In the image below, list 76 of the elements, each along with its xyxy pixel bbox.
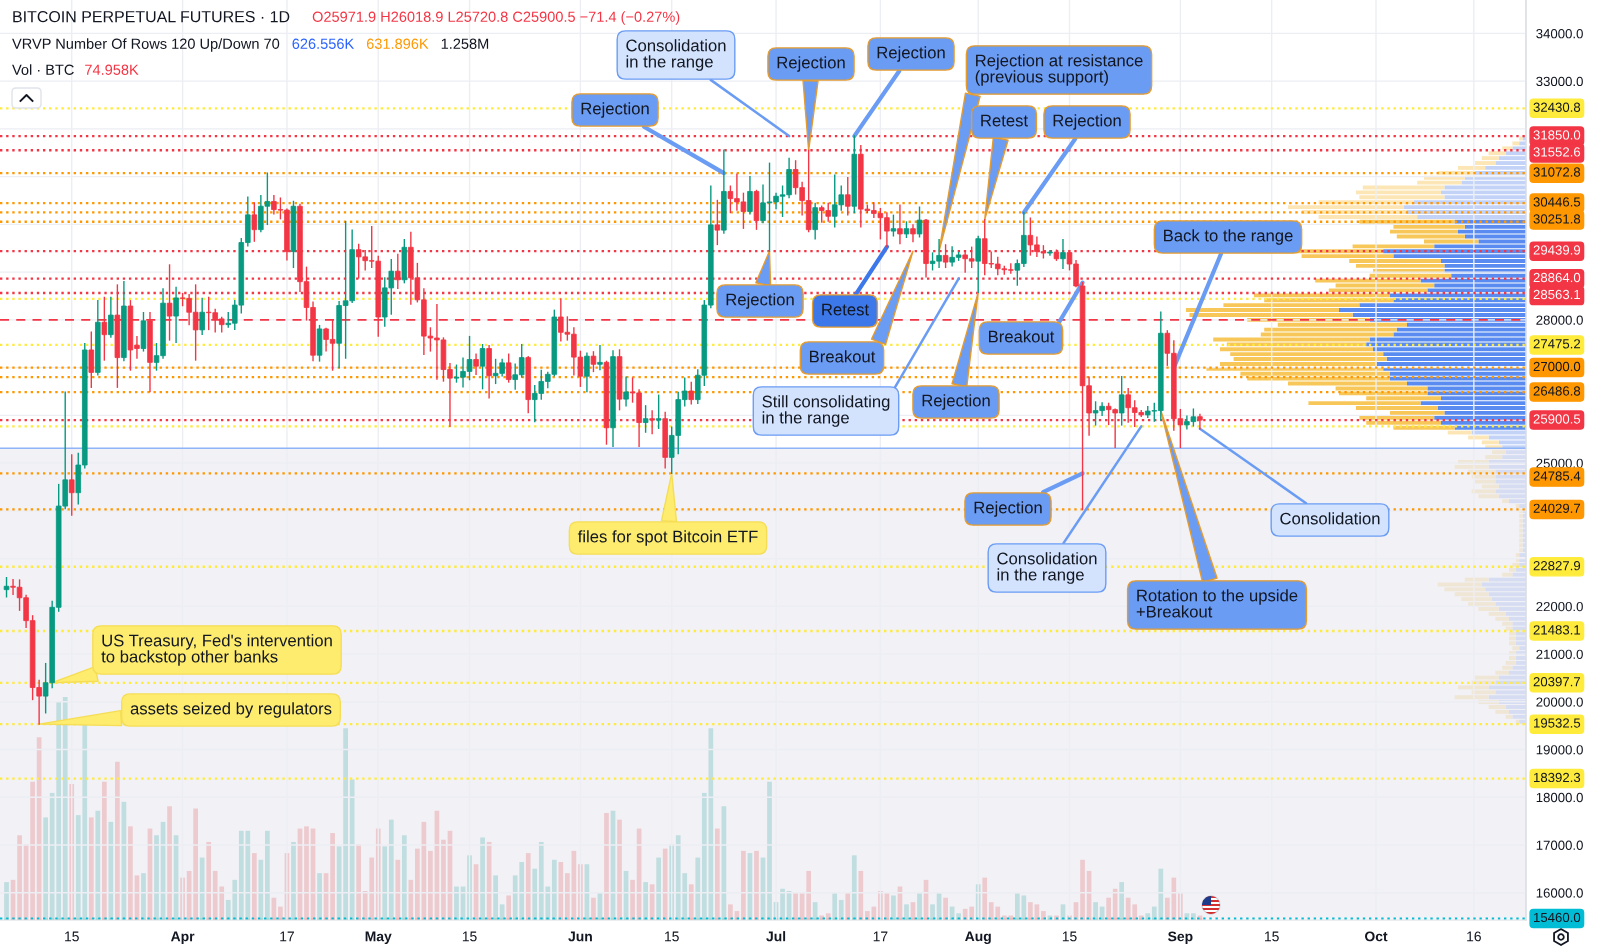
- ref-line-label: 28864.0: [1533, 272, 1581, 283]
- ref-line-label: 25900.5: [1533, 414, 1581, 424]
- ref-line-label: 18392.3: [1534, 772, 1581, 783]
- annotation: assets seized by regulators: [130, 702, 332, 718]
- annotation: Rejection: [974, 501, 1042, 517]
- x-tick-label: 16: [1467, 931, 1481, 942]
- y-tick-label: 16000.0: [1536, 888, 1583, 898]
- chart-title: Vol · BTC: [12, 64, 74, 75]
- x-tick-label: 15: [665, 931, 679, 942]
- annotation: Rejection: [726, 293, 794, 309]
- ref-line-label: 21483.1: [1533, 625, 1581, 635]
- y-tick-label: 33000.0: [1536, 76, 1583, 87]
- y-tick-label: 22000.0: [1536, 601, 1583, 612]
- y-tick-label: 20000.0: [1536, 697, 1583, 707]
- ref-line-label: 24785.4: [1533, 471, 1581, 481]
- x-tick-label: Aug: [965, 931, 991, 945]
- annotation: Rotation to the upside +Breakout: [1136, 589, 1298, 618]
- x-tick-label: Jun: [568, 931, 592, 942]
- annotation: Rejection: [1053, 114, 1121, 130]
- ref-line-label: 31850.0: [1533, 130, 1581, 140]
- y-tick-label: 19000.0: [1536, 745, 1583, 755]
- annotation: files for spot Bitcoin ETF: [577, 530, 758, 546]
- x-tick-label: 15: [462, 931, 477, 942]
- ref-line-label: 28563.1: [1533, 289, 1581, 300]
- ref-line-label: 20397.7: [1533, 677, 1581, 687]
- x-tick-label: 15: [1062, 931, 1077, 942]
- x-tick-label: 17: [280, 931, 294, 942]
- annotation: Rejection at resistance (previous support): [975, 54, 1143, 86]
- ref-line-label: 24029.7: [1533, 503, 1581, 513]
- annotation: 74.958K: [85, 64, 139, 75]
- ref-line-label: 22827.9: [1533, 561, 1581, 571]
- y-tick-label: 21000.0: [1536, 649, 1583, 659]
- ref-line-label: 15460.0: [1534, 912, 1581, 923]
- annotation: Breakout: [810, 350, 876, 363]
- y-tick-label: 17000.0: [1536, 840, 1583, 850]
- annotation: US Treasury, Fed's intervention to backstop other banks: [101, 634, 332, 666]
- ref-line-label: 30446.5: [1533, 197, 1581, 207]
- annotation: 626.556K: [292, 38, 355, 49]
- text: O25971.9 H26018.9 L25720.8 C25900.5 −71.4 (−0.27%): [312, 11, 680, 25]
- ref-line-label: 29439.9: [1533, 245, 1581, 255]
- annotation: Rejection: [581, 102, 649, 118]
- annotation: Retest: [822, 303, 869, 316]
- annotation: Consolidation: [1280, 512, 1380, 525]
- annotation: Breakout: [989, 330, 1055, 343]
- ref-line-label: 30251.8: [1533, 214, 1581, 224]
- annotation: Rejection: [922, 394, 990, 410]
- ref-line-label: 27475.2: [1533, 339, 1581, 349]
- annotation: Rejection: [877, 46, 945, 62]
- x-tick-label: Oct: [1365, 931, 1388, 942]
- y-tick-label: 28000.0: [1536, 315, 1583, 325]
- y-tick-label: 18000.0: [1536, 792, 1583, 803]
- ref-line-label: 26486.8: [1533, 386, 1581, 396]
- annotation: 1.258M: [441, 38, 489, 49]
- annotation: 631.896K: [366, 38, 429, 49]
- ref-line-label: 19532.5: [1534, 718, 1581, 728]
- annotation: Still consolidating in the range: [762, 395, 890, 427]
- text: BITCOIN PERPETUAL FUTURES · 1D: [13, 10, 290, 23]
- annotation: Retest: [981, 114, 1028, 127]
- ref-line-label: 27000.0: [1533, 361, 1581, 372]
- x-tick-label: 15: [1265, 931, 1279, 942]
- annotation: Rejection: [777, 56, 845, 72]
- x-tick-label: 17: [873, 931, 888, 942]
- ref-line-label: 31552.6: [1533, 147, 1581, 157]
- x-tick-label: Apr: [170, 931, 195, 945]
- x-tick-label: Jul: [766, 931, 786, 942]
- annotation: Back to the range: [1164, 229, 1293, 245]
- annotation: Consolidation in the range: [626, 39, 726, 71]
- ref-line-label: 31072.8: [1533, 167, 1581, 177]
- ref-line-label: 32430.8: [1533, 102, 1581, 112]
- x-tick-label: 15: [65, 931, 79, 942]
- annotation: VRVP Number Of Rows 120 Up/Down 70: [12, 38, 280, 52]
- y-tick-label: 25000.0: [1536, 458, 1583, 469]
- x-tick-label: Sep: [1168, 931, 1193, 945]
- x-tick-label: May: [365, 931, 392, 945]
- annotation: Consolidation in the range: [997, 552, 1097, 584]
- y-tick-label: 34000.0: [1536, 28, 1583, 39]
